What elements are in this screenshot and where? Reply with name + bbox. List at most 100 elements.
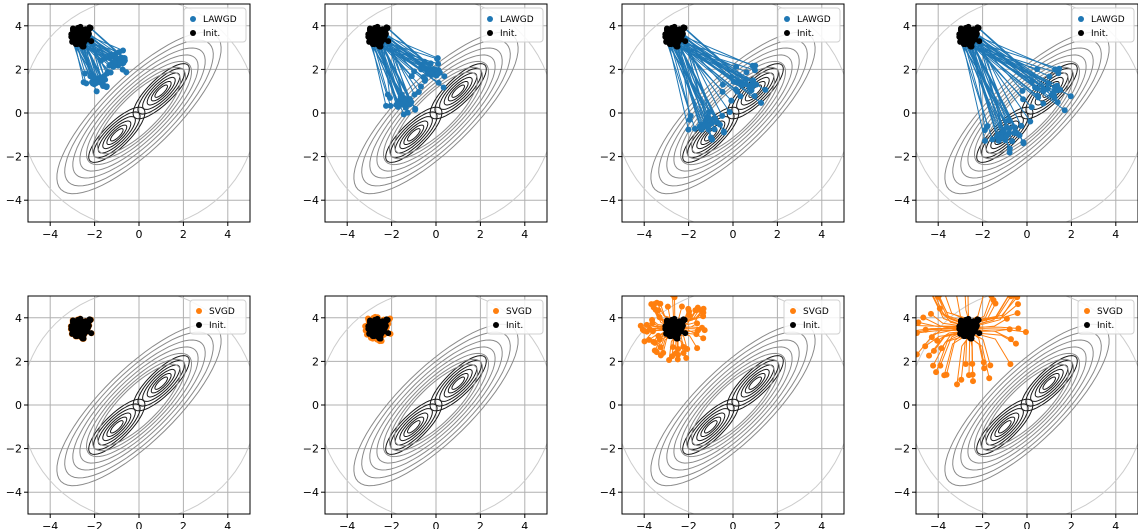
trajectory-49 <box>916 327 962 332</box>
contour-mode-1-level-4 <box>394 408 433 446</box>
panel-1: −4 −2 0 2 4 −4 −2 0 2 4 LAWGD Init. <box>6 3 251 241</box>
y-tick-label: 4 <box>15 20 22 33</box>
trajectory-51 <box>371 34 445 77</box>
particle-lawgd-50 <box>704 114 711 121</box>
trajectory-50 <box>666 33 709 118</box>
particle-init-52 <box>372 30 379 37</box>
particle-svgd-18 <box>920 314 927 321</box>
particle-svgd-17 <box>981 365 988 372</box>
contour-mode-1-level-3 <box>102 412 132 442</box>
particle-init-54 <box>365 33 372 40</box>
trajectory-41 <box>978 296 1018 321</box>
contour-outer-level-1 <box>690 363 776 447</box>
particle-svgd-56 <box>938 345 945 352</box>
contour-mode-2-level-5 <box>1025 359 1074 407</box>
y-tick-label: 4 <box>312 20 319 33</box>
x-tick-label: 2 <box>477 228 484 241</box>
particle-init-45 <box>671 23 678 30</box>
y-tick-label: −2 <box>894 151 910 164</box>
x-tick-label: 0 <box>1024 520 1031 529</box>
particle-svgd-58 <box>694 304 701 311</box>
contour-mode-2-level-4 <box>736 72 775 110</box>
particle-init-45 <box>965 315 972 322</box>
contour-mode-2-level-4 <box>439 72 478 110</box>
y-tick-label: 2 <box>609 355 616 368</box>
particle-svgd-21 <box>699 324 706 331</box>
contour-mode-1-level-6 <box>976 398 1034 455</box>
particle-init-52 <box>963 30 970 37</box>
particle-svgd-51 <box>916 319 922 326</box>
contour-mode-1-level-3 <box>696 412 726 442</box>
x-tick-label: −2 <box>383 520 399 529</box>
contour-outer-level-1 <box>393 71 479 155</box>
particle-lawgd-35 <box>434 55 441 62</box>
particle-lawgd-20 <box>1027 118 1034 125</box>
particle-lawgd-41 <box>1050 91 1057 98</box>
legend-label-method: SVGD <box>209 307 235 317</box>
x-tick-label: 0 <box>136 228 143 241</box>
particle-svgd-7 <box>700 313 707 320</box>
contour-outer-level-5 <box>960 339 1094 471</box>
contour-mode-2-level-6 <box>726 63 784 120</box>
contour-mode-1-level-2 <box>403 416 425 437</box>
legend-box <box>783 299 841 335</box>
trajectory-52 <box>672 33 721 125</box>
trajectory-51 <box>918 321 963 328</box>
particle-lawgd-59 <box>119 66 126 73</box>
particle-init-58 <box>82 28 89 35</box>
particle-init-43 <box>678 32 685 39</box>
contour-mode-2-level-3 <box>443 368 473 398</box>
contour-outer-level-7 <box>56 31 222 195</box>
y-tick-label: 4 <box>609 312 616 325</box>
particle-lawgd-35 <box>752 62 759 69</box>
legend-label-init: Init. <box>1091 29 1108 39</box>
particle-lawgd-53 <box>408 73 415 80</box>
particle-init-58 <box>82 320 89 327</box>
contour-outer-level-2 <box>91 358 187 452</box>
contour-outer-level-6 <box>952 39 1102 187</box>
contour-outer-level-6 <box>361 39 511 187</box>
particle-lawgd-23 <box>1040 100 1047 107</box>
particle-init-53 <box>366 25 373 32</box>
trajectory-45 <box>937 296 969 320</box>
legend-label-init: Init. <box>203 29 220 39</box>
contour-mode-1-level-6 <box>976 106 1034 163</box>
contour-mode-2-level-1 <box>451 84 465 98</box>
legend-box <box>1077 299 1135 335</box>
contour-mode-2-level-3 <box>443 76 473 106</box>
particle-init-57 <box>671 35 678 42</box>
particle-lawgd-54 <box>691 125 698 132</box>
particle-lawgd-25 <box>1034 92 1041 99</box>
contour-mode-2-level-5 <box>731 359 780 407</box>
trajectory-1 <box>379 43 422 87</box>
contour-mode-1-level-1 <box>704 420 718 434</box>
contour-outer-level-6 <box>658 331 808 479</box>
particle-lawgd-6 <box>982 137 989 144</box>
particle-svgd-34 <box>930 362 937 369</box>
particle-svgd-8 <box>678 303 685 310</box>
particle-init-43 <box>381 324 388 331</box>
particle-init-53 <box>663 25 670 32</box>
particle-init-43 <box>678 324 685 331</box>
contour-mode-2-level-6 <box>429 355 487 412</box>
trajectory-54 <box>916 328 960 355</box>
trajectory-35 <box>916 329 964 334</box>
contour-outer-level-1 <box>393 363 479 447</box>
y-tick-label: 4 <box>609 20 616 33</box>
particle-svgd-38 <box>657 352 664 359</box>
x-tick-label: 0 <box>730 228 737 241</box>
particle-lawgd-40 <box>719 112 726 119</box>
legend-marker-init <box>1084 322 1090 328</box>
y-tick-label: −2 <box>6 443 22 456</box>
contour-outer-level-7 <box>650 31 816 195</box>
contour-mode-2-level-2 <box>744 373 766 394</box>
x-tick-label: 4 <box>224 520 231 529</box>
x-tick-label: 2 <box>774 228 781 241</box>
trajectory-35 <box>669 37 756 67</box>
trajectory-57 <box>967 38 1044 92</box>
x-tick-label: −4 <box>339 228 355 241</box>
x-tick-label: −4 <box>636 520 652 529</box>
y-tick-label: −4 <box>600 486 616 499</box>
contour-mode-2-level-6 <box>132 63 190 120</box>
